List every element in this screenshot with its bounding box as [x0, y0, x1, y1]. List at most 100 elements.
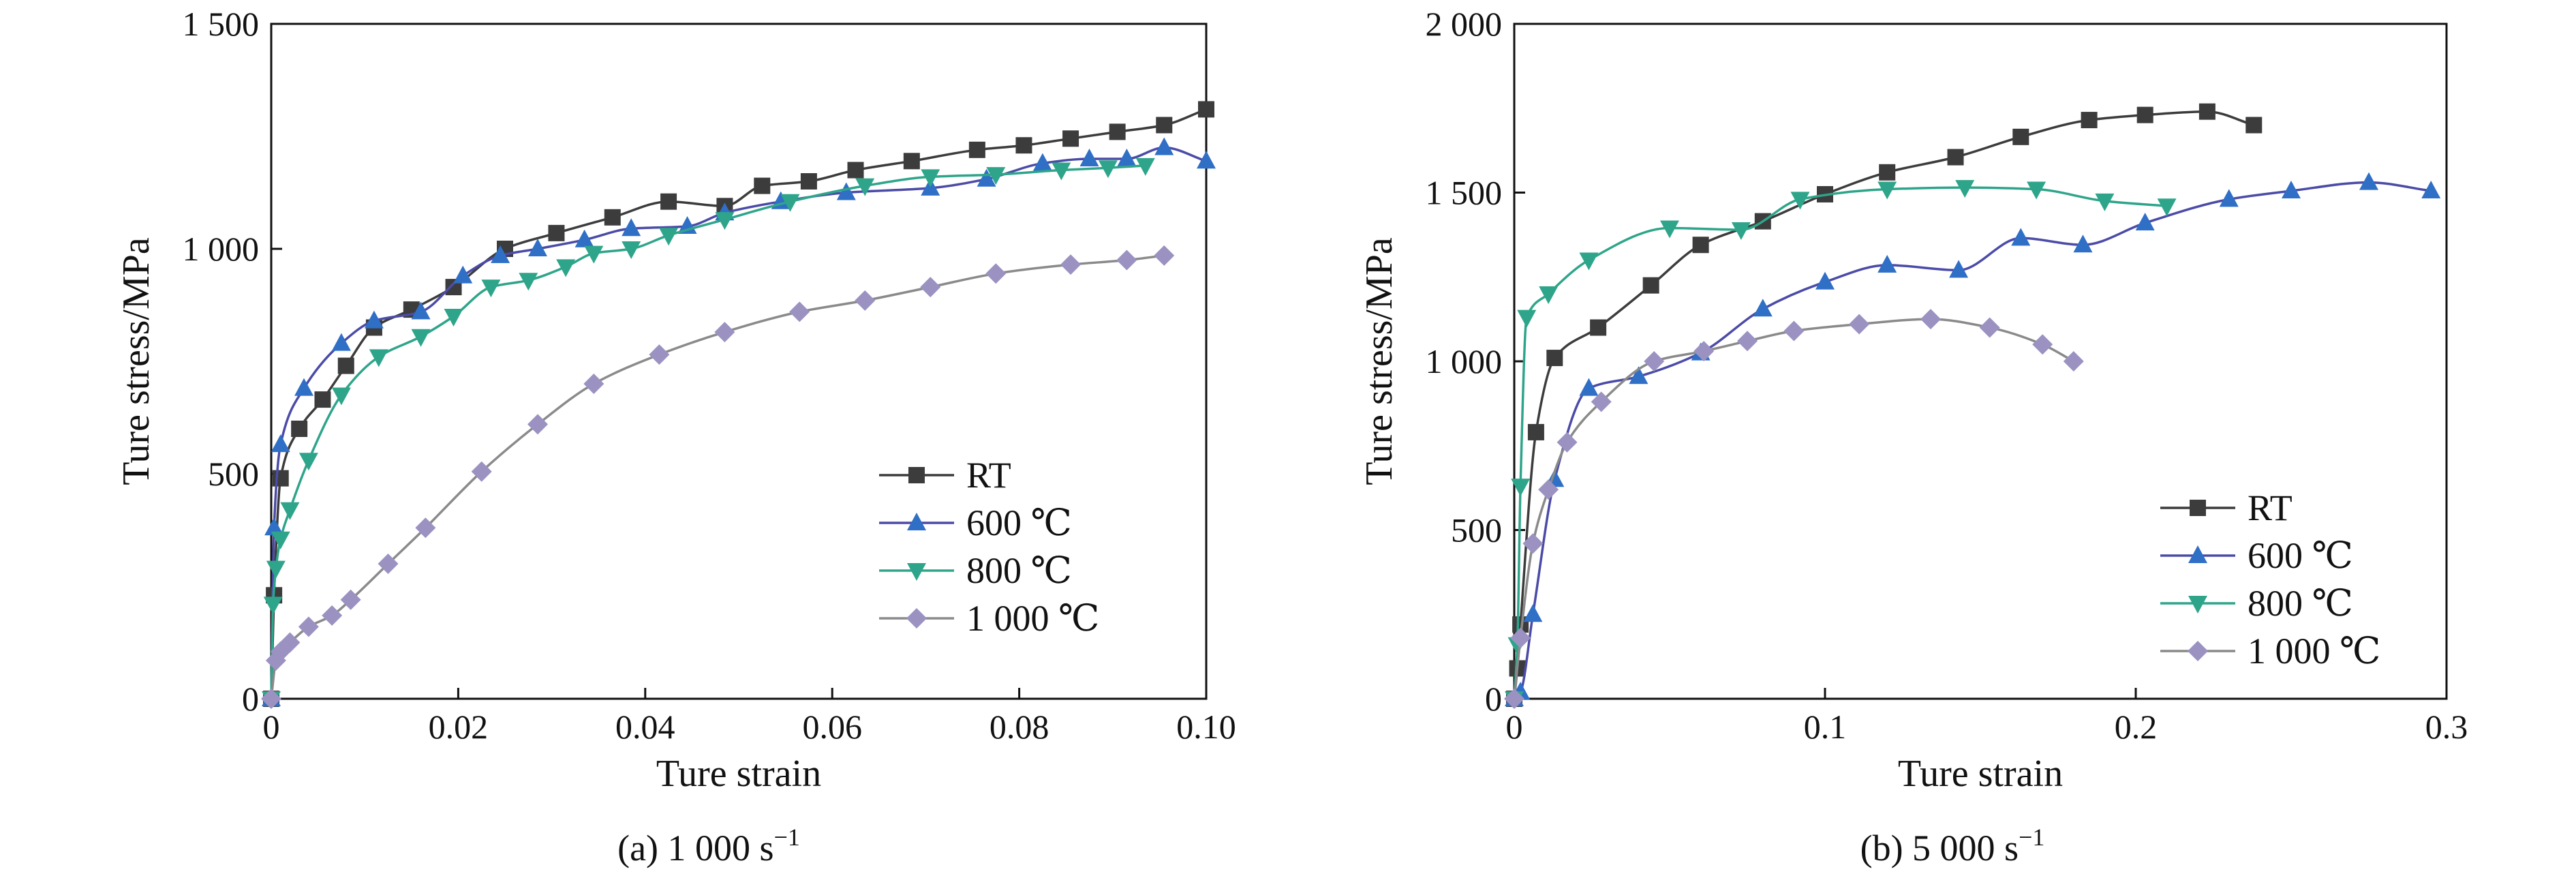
data-point	[1098, 160, 1118, 179]
series-800 ℃	[1505, 180, 2177, 709]
data-point	[1849, 314, 1870, 335]
data-point	[331, 333, 351, 351]
plot-frame	[270, 22, 1208, 700]
data-point	[1523, 604, 1543, 622]
data-point	[855, 178, 875, 196]
data-point	[1629, 366, 1649, 384]
data-point	[1783, 320, 1805, 342]
x-tick-label: 0	[263, 708, 280, 746]
legend-item: 1 000 ℃	[879, 598, 1099, 639]
data-point	[977, 168, 996, 187]
data-point	[1590, 319, 1607, 336]
data-point	[800, 173, 817, 190]
data-point	[331, 387, 351, 406]
data-point	[1527, 423, 1544, 440]
caption-text: (a) 1 000 s	[617, 828, 773, 869]
data-point	[604, 209, 621, 226]
x-tick-label: 0.2	[2115, 708, 2158, 746]
data-point	[574, 229, 594, 247]
data-point	[903, 153, 920, 170]
legend-marker	[906, 608, 927, 629]
data-point	[1198, 101, 1214, 118]
data-point	[266, 560, 286, 579]
legend-item: RT	[2160, 487, 2293, 528]
data-point	[271, 531, 290, 549]
legend-marker	[908, 467, 925, 483]
data-point	[2219, 189, 2239, 207]
data-point	[294, 378, 314, 396]
data-point	[921, 169, 940, 187]
data-point	[453, 265, 473, 284]
data-point	[548, 224, 565, 241]
x-tick-label: 0.10	[1176, 708, 1236, 746]
data-point	[660, 193, 677, 210]
data-point	[2421, 181, 2441, 199]
data-point	[583, 374, 604, 394]
legend-item: RT	[879, 455, 1011, 496]
legend-item: 800 ℃	[879, 550, 1072, 591]
x-tick-label: 0.08	[990, 708, 1049, 746]
data-point	[985, 263, 1007, 284]
legend-marker	[2190, 500, 2206, 516]
legend-item: 600 ℃	[879, 502, 1072, 543]
data-point	[378, 554, 399, 574]
data-point	[2359, 172, 2378, 190]
legend-label: 600 ℃	[2248, 535, 2353, 576]
y-tick-label: 1 500	[183, 5, 260, 43]
data-point	[2135, 213, 2155, 231]
data-point	[649, 344, 670, 365]
data-point	[298, 453, 318, 471]
chart-panel-b: 0 0.1 0.2 0.3 0 500 1 000 1 500 2 000 Ture strain…	[1358, 5, 2468, 869]
legend-label: 800 ℃	[2248, 583, 2353, 624]
legend-label: 800 ℃	[966, 550, 1072, 591]
data-point	[622, 218, 641, 237]
y-tick-label: 0	[242, 680, 259, 718]
series-RT	[1506, 103, 2263, 707]
data-point	[481, 280, 501, 298]
data-point	[369, 349, 388, 367]
data-point	[1979, 317, 2000, 338]
data-point	[279, 632, 301, 653]
data-point	[1062, 130, 1079, 147]
series-line	[1513, 186, 2167, 699]
x-tick-label: 0	[1506, 708, 1523, 746]
data-point	[1538, 479, 1559, 500]
x-axis-title: Ture strain	[1898, 753, 2063, 795]
y-tick-label: 1 000	[1426, 342, 1503, 380]
data-point	[471, 461, 492, 482]
legend-label: 1 000 ℃	[2248, 631, 2380, 671]
legend-label: RT	[2248, 487, 2293, 528]
y-tick-label: 1 500	[1426, 174, 1503, 212]
data-point	[1753, 299, 1773, 317]
data-point	[714, 322, 735, 343]
data-point	[1015, 137, 1032, 154]
data-point	[1109, 123, 1126, 140]
data-point	[920, 277, 941, 298]
data-point	[1154, 137, 1174, 155]
data-point	[1060, 254, 1082, 275]
legend-marker	[907, 563, 926, 581]
x-tick-label: 0.06	[802, 708, 862, 746]
caption-text: (b) 5 000 s	[1860, 828, 2019, 869]
series-800 ℃	[262, 157, 1155, 709]
y-tick-label: 500	[208, 455, 259, 493]
legend: RT 600 ℃ 800 ℃ 1 000 ℃	[2160, 487, 2380, 671]
data-point	[1949, 260, 1969, 278]
data-point	[2073, 235, 2093, 253]
data-point	[1660, 220, 1679, 239]
data-point	[2157, 198, 2177, 217]
legend-item: 800 ℃	[2160, 583, 2353, 624]
series-line	[1513, 110, 2254, 699]
data-point	[415, 517, 436, 539]
data-point	[1557, 432, 1578, 453]
data-point	[264, 517, 284, 536]
data-point	[1790, 192, 1810, 210]
y-tick-label: 1 000	[183, 230, 260, 268]
data-point	[272, 470, 289, 487]
x-tick-label: 0.3	[2425, 708, 2468, 746]
data-point	[2011, 228, 2031, 246]
series-600 ℃	[1505, 172, 2441, 706]
data-point	[271, 434, 290, 453]
data-point	[2282, 181, 2301, 199]
